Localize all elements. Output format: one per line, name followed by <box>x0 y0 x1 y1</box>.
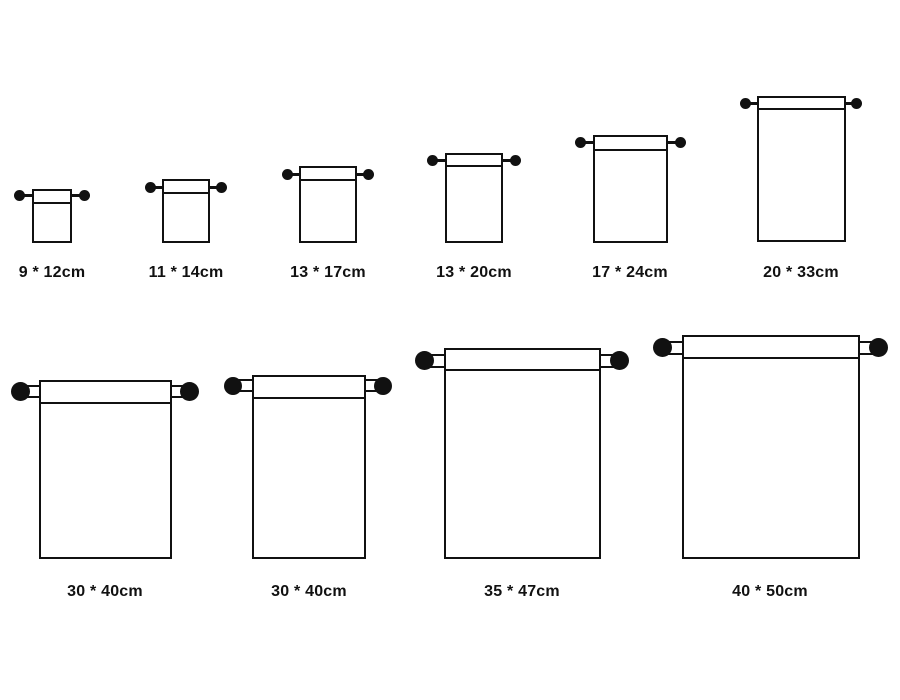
size-label-40x50: 40 * 50cm <box>732 583 808 600</box>
drawstring-knob-right <box>216 182 227 193</box>
bag-30x40-b <box>223 372 394 560</box>
drawstring-knob-left <box>653 338 672 357</box>
drawstring-knob-left <box>145 182 156 193</box>
drawstring-channel <box>252 375 366 399</box>
drawstring-left <box>20 194 32 197</box>
drawstring-knob-left <box>427 155 438 166</box>
bag-35x47 <box>414 346 630 560</box>
drawstring-knob-right <box>675 137 686 148</box>
drawstring-channel <box>39 380 172 404</box>
bag-30x40-a <box>10 377 200 560</box>
drawstring-channel <box>162 179 210 194</box>
drawstring-channel <box>757 96 846 110</box>
drawstring-channel <box>445 153 503 167</box>
size-label-30x40-a: 30 * 40cm <box>67 583 143 600</box>
bag-9x12 <box>12 185 92 245</box>
drawstring-channel <box>682 335 860 359</box>
bag-17x24 <box>573 132 688 245</box>
drawstring-knob-right <box>869 338 888 357</box>
drawstring-knob-right <box>363 169 374 180</box>
size-label-13x20: 13 * 20cm <box>436 264 512 281</box>
drawstring-left <box>434 159 446 162</box>
drawstring-knob-right <box>374 377 392 395</box>
bag-body <box>445 153 503 243</box>
bag-body <box>444 348 601 559</box>
drawstring-knob-left <box>575 137 586 148</box>
drawstring-channel <box>32 189 72 204</box>
size-label-13x17: 13 * 17cm <box>290 264 366 281</box>
bag-11x14 <box>142 176 230 245</box>
drawstring-left <box>746 102 760 105</box>
size-label-35x47: 35 * 47cm <box>484 583 560 600</box>
bag-20x33 <box>737 93 865 245</box>
drawstring-channel <box>444 348 601 371</box>
bag-40x50 <box>652 333 889 560</box>
drawstring-left <box>582 141 594 144</box>
size-label-11x14: 11 * 14cm <box>148 264 224 281</box>
drawstring-channel <box>299 166 357 181</box>
drawstring-knob-left <box>415 351 434 370</box>
bag-body <box>252 375 366 559</box>
drawstring-knob-right <box>851 98 862 109</box>
bag-13x17 <box>279 163 377 245</box>
drawstring-knob-left <box>740 98 751 109</box>
size-label-30x40-b: 30 * 40cm <box>271 583 347 600</box>
drawstring-knob-left <box>14 190 25 201</box>
bag-body <box>39 380 172 559</box>
drawstring-right <box>502 159 514 162</box>
bag-body <box>593 135 668 243</box>
bag-13x20 <box>425 150 523 245</box>
drawstring-knob-right <box>510 155 521 166</box>
drawstring-channel <box>593 135 668 151</box>
drawstring-knob-left <box>282 169 293 180</box>
drawstring-left <box>289 173 301 176</box>
drawstring-knob-right <box>79 190 90 201</box>
drawstring-right <box>843 102 857 105</box>
size-label-17x24: 17 * 24cm <box>592 264 668 281</box>
drawstring-left <box>151 186 164 189</box>
bag-body <box>682 335 860 559</box>
drawstring-knob-right <box>180 382 199 401</box>
drawstring-knob-left <box>224 377 242 395</box>
size-label-20x33: 20 * 33cm <box>763 264 839 281</box>
drawstring-right <box>355 173 367 176</box>
size-label-9x12: 9 * 12cm <box>18 264 86 281</box>
drawstring-right <box>72 194 84 197</box>
drawstring-knob-right <box>610 351 629 370</box>
drawstring-knob-left <box>11 382 30 401</box>
bag-body <box>757 96 846 242</box>
drawstring-right <box>208 186 221 189</box>
drawstring-right <box>667 141 679 144</box>
